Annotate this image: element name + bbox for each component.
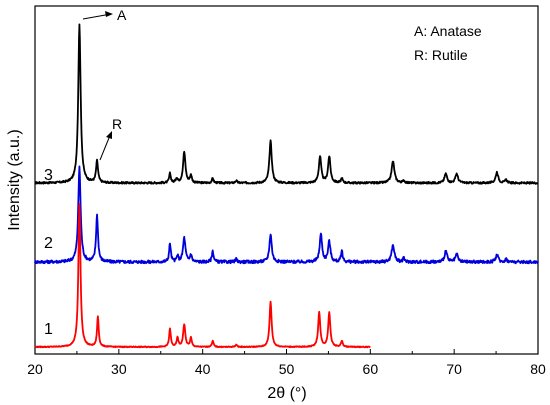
legend: A: Anatase R: Rutile bbox=[414, 23, 482, 63]
annotation-anatase: A bbox=[82, 7, 127, 23]
series-line-3 bbox=[34, 23, 539, 185]
x-tick-label-40: 40 bbox=[195, 361, 211, 377]
x-tick-label-20: 20 bbox=[27, 361, 43, 377]
annotation-rutile-label: R bbox=[112, 116, 122, 132]
series-layer bbox=[34, 23, 539, 349]
curve-label-2: 2 bbox=[44, 235, 53, 252]
x-axis: 20 30 40 50 60 70 80 bbox=[27, 349, 546, 377]
x-axis-title: 2θ (°) bbox=[267, 385, 306, 402]
curve-label-1: 1 bbox=[44, 321, 53, 338]
x-tick-label-30: 30 bbox=[111, 361, 127, 377]
legend-entry-anatase: A: Anatase bbox=[414, 23, 482, 39]
annotation-rutile-arrowhead bbox=[106, 131, 112, 139]
annotation-anatase-label: A bbox=[117, 7, 127, 23]
x-tick-label-80: 80 bbox=[530, 361, 546, 377]
x-tick-label-50: 50 bbox=[279, 361, 295, 377]
curve-label-3: 3 bbox=[44, 167, 53, 184]
legend-entry-rutile: R: Rutile bbox=[414, 47, 468, 63]
annotation-anatase-arrowhead bbox=[105, 11, 113, 17]
annotation-rutile: R bbox=[99, 116, 122, 161]
y-axis-title: Intensity (a.u.) bbox=[6, 129, 23, 230]
x-tick-label-70: 70 bbox=[446, 361, 462, 377]
series-line-1 bbox=[34, 203, 371, 349]
series-line-2 bbox=[34, 165, 539, 265]
x-tick-label-60: 60 bbox=[363, 361, 379, 377]
